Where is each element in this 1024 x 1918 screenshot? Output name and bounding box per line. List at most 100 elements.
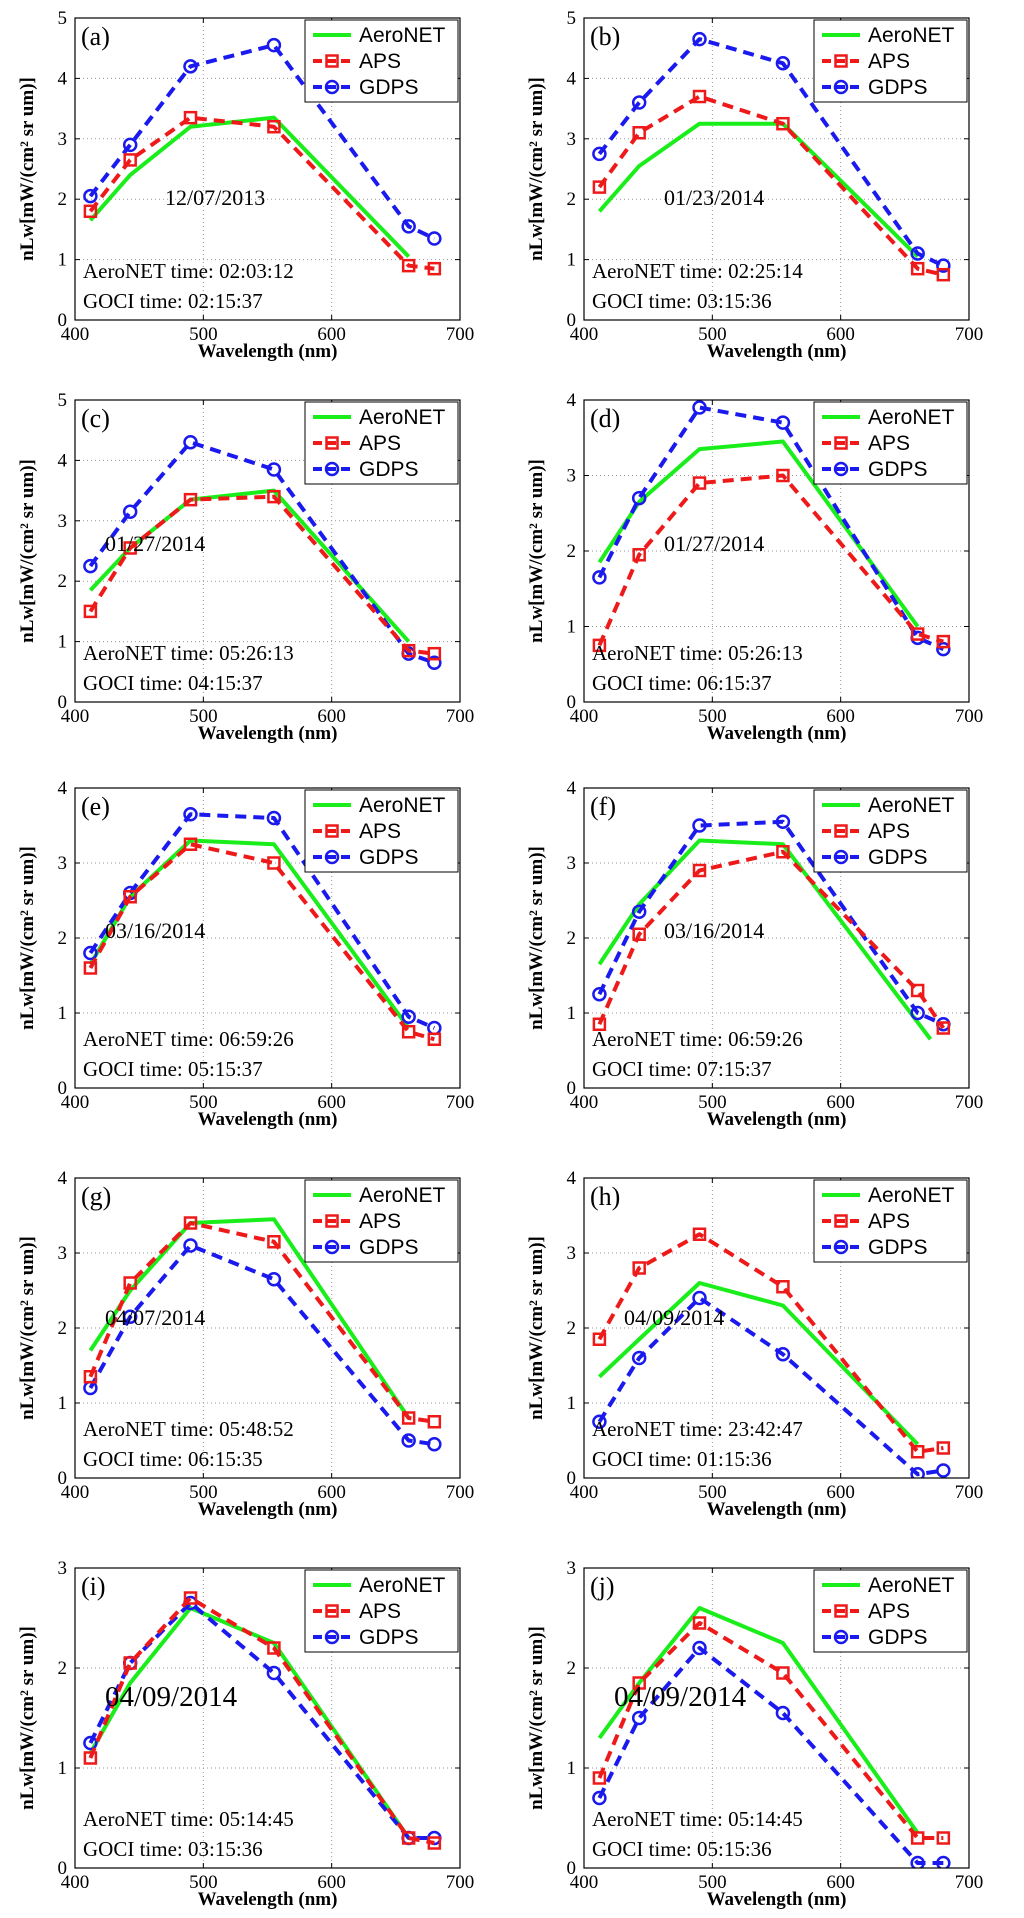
panel-g: 400 500 600 700 0 1 2 3 4 Wavelength (nm) nLw[mW/(… — [17, 1168, 474, 1520]
y-tick-label: 0 — [567, 1468, 577, 1489]
legend-label-gdps: GDPS — [359, 1236, 419, 1259]
legend-label-aeronet: AeroNET — [359, 1574, 446, 1597]
x-tick-label: 500 — [698, 706, 727, 727]
y-tick-label: 2 — [58, 1658, 68, 1679]
x-tick-label: 400 — [61, 706, 90, 727]
axes-frame — [74, 787, 461, 1089]
x-axis-label: Wavelength (nm) — [198, 1109, 338, 1130]
gdps-point — [266, 1665, 282, 1681]
gdps-point — [266, 1272, 282, 1287]
panel-d: 400 500 600 700 0 1 2 3 4 Wavelength (nm) nLw[mW/(… — [526, 390, 983, 744]
panel-label: (a) — [81, 22, 110, 51]
goci-time: GOCI time: 01:15:36 — [592, 1447, 772, 1471]
aeronet-time: AeroNET time: 05:26:13 — [83, 641, 294, 665]
axes-frame — [583, 17, 970, 321]
legend: AeroNET APS GDPS — [813, 401, 968, 485]
aps-point — [183, 837, 198, 851]
aps-point — [592, 1332, 607, 1346]
gdps-point — [427, 655, 442, 670]
axes-frame — [74, 17, 461, 321]
series-line-gdps — [597, 1646, 944, 1865]
goci-time: GOCI time: 03:15:36 — [592, 289, 772, 313]
gdps-point — [936, 1463, 951, 1478]
x-tick-label: 500 — [698, 1092, 727, 1113]
aps-point — [776, 468, 790, 483]
y-tick-label: 0 — [567, 1078, 577, 1099]
legend-marker-gdps — [833, 1629, 849, 1645]
y-axis-label: nLw[mW/(cm² sr um)] — [17, 1236, 38, 1420]
legend-marker-aps — [325, 1214, 339, 1228]
aps-point — [936, 267, 951, 282]
legend-marker-aps — [325, 54, 339, 68]
y-tick-label: 3 — [58, 511, 68, 532]
axes-frame — [74, 1177, 461, 1479]
date-label: 12/07/2013 — [165, 185, 265, 210]
y-tick-label: 2 — [58, 928, 68, 949]
x-axis-label: Wavelength (nm) — [707, 341, 847, 362]
y-tick-label: 2 — [567, 928, 577, 949]
panel-label: (e) — [81, 792, 110, 821]
aeronet-time: AeroNET time: 02:25:14 — [592, 259, 803, 283]
aps-point — [83, 961, 98, 975]
series-line-aps — [597, 94, 944, 277]
x-tick-label: 500 — [189, 1482, 218, 1503]
x-axis-label: Wavelength (nm) — [707, 1889, 847, 1910]
panel-label: (i) — [81, 1572, 106, 1601]
x-tick-label: 400 — [61, 1092, 90, 1113]
aps-point — [936, 1021, 951, 1035]
panel-e: 400 500 600 700 0 1 2 3 4 Wavelength (nm) nLw[mW/(… — [17, 778, 474, 1130]
y-tick-label: 4 — [567, 1168, 577, 1189]
y-tick-label: 5 — [58, 8, 68, 29]
aps-point — [776, 1280, 790, 1294]
legend-label-aps: APS — [868, 1600, 910, 1623]
panel-label: (f) — [590, 792, 616, 821]
legend-label-aps: APS — [359, 1600, 401, 1623]
y-tick-label: 0 — [58, 1858, 68, 1879]
y-axis-label: nLw[mW/(cm² sr um)] — [526, 459, 547, 643]
series-line-aps — [597, 1621, 944, 1840]
x-axis-label: Wavelength (nm) — [198, 1499, 338, 1520]
y-tick-label: 4 — [58, 450, 68, 471]
axes-frame — [74, 1567, 461, 1869]
goci-time: GOCI time: 03:15:36 — [83, 1837, 263, 1861]
y-tick-label: 5 — [58, 390, 68, 411]
series-line-aps — [88, 494, 435, 656]
aps-point — [427, 261, 442, 276]
plot-area — [83, 37, 442, 276]
aps-point — [776, 845, 790, 859]
plot-area — [83, 807, 442, 1046]
y-tick-label: 4 — [58, 1168, 68, 1189]
legend-marker-gdps — [833, 461, 849, 477]
aeronet-time: AeroNET time: 23:42:47 — [592, 1417, 803, 1441]
y-tick-label: 4 — [567, 390, 577, 411]
gdps-point — [266, 810, 282, 826]
panel-label: (b) — [590, 22, 620, 51]
gdps-point — [183, 59, 198, 74]
x-tick-label: 400 — [570, 1482, 599, 1503]
gdps-point — [775, 1347, 791, 1362]
legend: AeroNET APS GDPS — [304, 789, 459, 873]
x-tick-label: 600 — [317, 1872, 346, 1893]
aeronet-time: AeroNET time: 06:59:26 — [83, 1027, 294, 1051]
legend: AeroNET APS GDPS — [304, 19, 459, 103]
y-tick-label: 1 — [567, 1758, 577, 1779]
gdps-point — [775, 56, 791, 71]
date-label: 03/16/2014 — [664, 918, 764, 943]
legend-label-aeronet: AeroNET — [868, 406, 955, 429]
aps-point — [401, 643, 416, 658]
gdps-point — [592, 1790, 607, 1806]
axes-frame — [583, 787, 970, 1089]
plot-area — [592, 400, 951, 657]
aps-point — [692, 89, 707, 104]
x-tick-label: 700 — [955, 324, 984, 345]
x-tick-label: 600 — [826, 324, 855, 345]
gdps-point — [183, 807, 198, 822]
legend-marker-aps — [834, 436, 848, 450]
legend-label-aps: APS — [359, 50, 401, 73]
date-label: 04/09/2014 — [614, 1681, 747, 1713]
gdps-point — [692, 818, 707, 833]
aps-point — [123, 1656, 137, 1670]
y-tick-label: 3 — [567, 129, 577, 150]
x-tick-label: 500 — [189, 324, 218, 345]
aps-point — [632, 1261, 646, 1275]
